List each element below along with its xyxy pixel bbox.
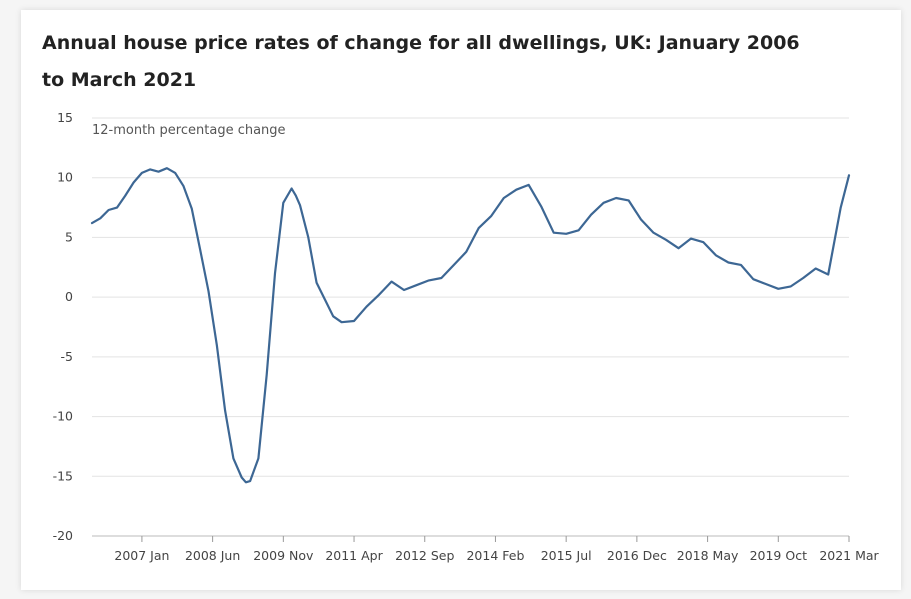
y-tick-label: 15 <box>57 110 73 125</box>
x-axis: 2007 Jan 2008 Jun 2009 Nov 2011 Apr 2012 Sep… <box>114 536 880 563</box>
x-tick-label: 2014 Feb <box>466 548 524 563</box>
y-tick-label: -10 <box>53 409 73 424</box>
x-tick-label: 2019 Oct <box>750 548 807 563</box>
y-axis-title: 12-month percentage change <box>92 123 286 138</box>
x-tick-label: 2016 Dec <box>607 548 667 563</box>
x-tick-label: 2015 Jul <box>541 548 592 563</box>
x-tick-label: 2007 Jan <box>114 548 169 563</box>
x-tick-label: 2009 Nov <box>253 548 314 563</box>
y-tick-label: 0 <box>65 289 73 304</box>
series-line <box>90 167 851 484</box>
x-tick-label: 2011 Apr <box>325 548 383 563</box>
x-tick-label: 2008 Jun <box>185 548 240 563</box>
y-tick-label: -15 <box>53 468 73 483</box>
y-tick-label: 10 <box>57 170 73 185</box>
y-tick-label: 5 <box>65 229 73 244</box>
x-tick-label: 2021 Mar <box>819 548 879 563</box>
gridlines <box>92 117 849 537</box>
x-tick-label: 2012 Sep <box>395 548 454 563</box>
y-tick-label: -5 <box>61 349 73 364</box>
series <box>90 167 851 484</box>
y-axis: 15 10 5 0 -5 -10 -15 -20 <box>53 110 73 543</box>
chart-title: Annual house price rates of change for a… <box>42 32 800 91</box>
y-tick-label: -20 <box>53 528 73 543</box>
line-chart: 15 10 5 0 -5 -10 -15 -20 12-month percentage ch… <box>53 110 880 563</box>
chart-card: Annual house price rates of change for a… <box>21 10 901 590</box>
x-tick-label: 2018 May <box>677 548 739 563</box>
